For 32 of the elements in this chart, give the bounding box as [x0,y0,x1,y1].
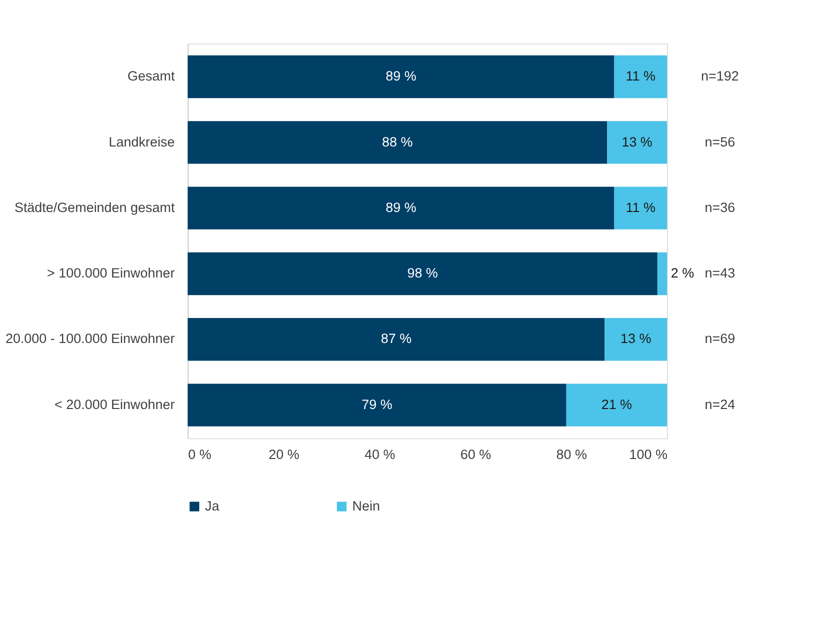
text: n=36 [704,200,736,215]
legend-label: Nein [352,498,380,514]
data-label: 87 % [380,331,412,346]
text: n=43 [704,266,736,281]
data-label: 13 % [620,331,652,346]
text: n=192 [701,68,739,84]
data-label: 89 % [386,200,416,215]
text: n=24 [704,396,736,412]
data-label: 13 % [622,134,652,150]
text: n=56 [704,134,736,150]
data-label: 2 % [670,266,694,281]
data-label: 21 % [601,396,632,412]
legend-label: Ja [205,498,220,514]
x-tick-label: 100 % [629,446,668,462]
y-tick-label: Städte/Gemeinden gesamt [14,200,175,215]
y-tick-label: Landkreise [108,134,175,150]
data-label: 88 % [382,134,413,150]
x-tick-label: 60 % [460,446,492,462]
data-label: 79 % [362,396,392,412]
data-label: 11 % [626,68,656,84]
x-tick-label: 0 % [188,446,212,462]
y-tick-label: Gesamt [128,68,175,84]
y-tick-label: 20.000 - 100.000 Einwohner [5,331,176,346]
x-tick-label: 20 % [268,446,300,462]
x-tick-label: 40 % [364,446,396,462]
y-tick-label: < 20.000 Einwohner [54,396,176,412]
y-tick-label: > 100.000 Einwohner [47,266,176,281]
data-label: 98 % [407,266,438,281]
text: n=69 [704,331,736,346]
data-label: 11 % [626,200,656,215]
x-tick-label: 80 % [556,446,587,462]
data-label: 89 % [386,68,416,84]
